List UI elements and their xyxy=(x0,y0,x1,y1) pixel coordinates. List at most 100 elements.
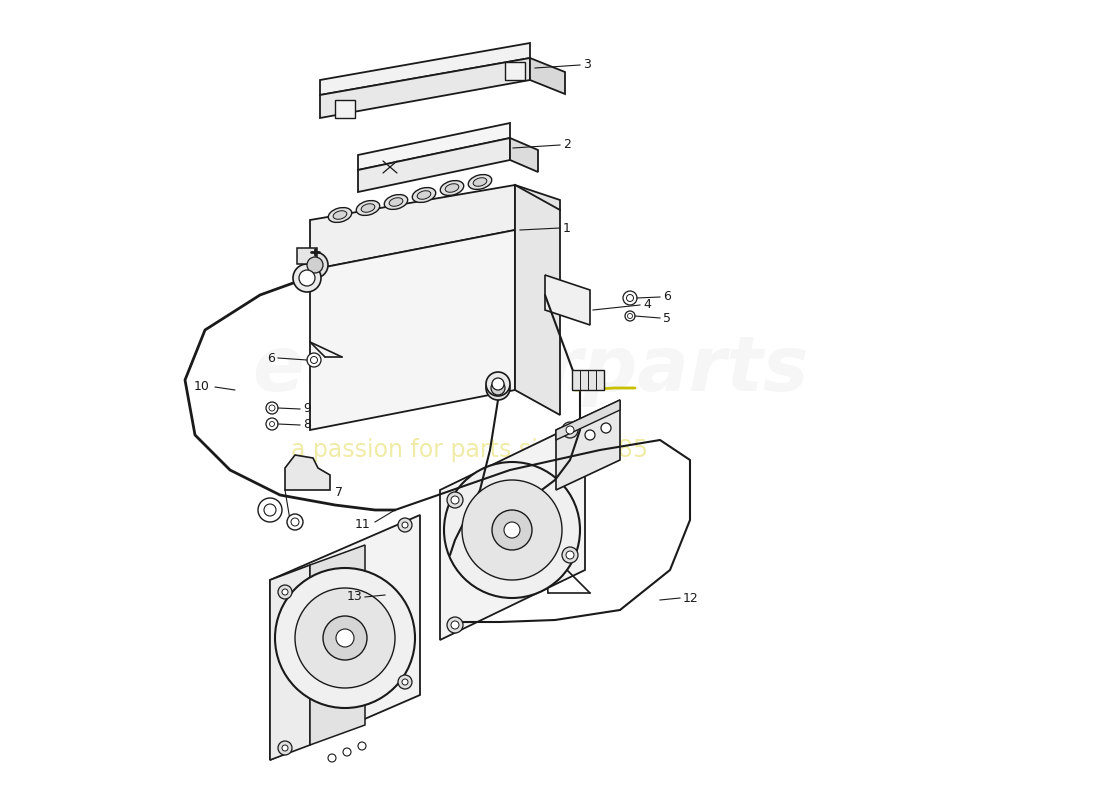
Polygon shape xyxy=(358,123,510,170)
Circle shape xyxy=(292,518,299,526)
Circle shape xyxy=(266,418,278,430)
Circle shape xyxy=(307,257,323,273)
Circle shape xyxy=(328,754,336,762)
Circle shape xyxy=(278,585,292,599)
Text: 4: 4 xyxy=(644,298,651,311)
Circle shape xyxy=(486,376,510,400)
Text: 7: 7 xyxy=(336,486,343,498)
Text: 12: 12 xyxy=(683,591,698,605)
Polygon shape xyxy=(310,230,515,430)
Polygon shape xyxy=(336,100,355,118)
Circle shape xyxy=(462,480,562,580)
Polygon shape xyxy=(544,275,590,325)
Polygon shape xyxy=(510,138,538,172)
Circle shape xyxy=(447,492,463,508)
Circle shape xyxy=(270,405,275,411)
Ellipse shape xyxy=(440,181,464,195)
Circle shape xyxy=(627,294,634,302)
Circle shape xyxy=(451,496,459,504)
Circle shape xyxy=(566,551,574,559)
Polygon shape xyxy=(440,420,585,640)
Text: 8: 8 xyxy=(302,418,311,431)
Circle shape xyxy=(307,353,321,367)
Circle shape xyxy=(258,498,282,522)
Circle shape xyxy=(491,381,505,395)
Circle shape xyxy=(562,422,578,438)
Polygon shape xyxy=(320,43,530,95)
Text: 2: 2 xyxy=(563,138,571,151)
Ellipse shape xyxy=(328,207,352,222)
Polygon shape xyxy=(556,400,620,440)
Circle shape xyxy=(358,742,366,750)
Circle shape xyxy=(585,430,595,440)
Circle shape xyxy=(402,679,408,685)
Circle shape xyxy=(566,426,574,434)
Polygon shape xyxy=(297,248,317,264)
Circle shape xyxy=(343,748,351,756)
Polygon shape xyxy=(515,185,560,210)
Ellipse shape xyxy=(412,187,436,202)
Text: 3: 3 xyxy=(583,58,591,71)
Text: 9: 9 xyxy=(302,402,311,415)
Circle shape xyxy=(287,514,303,530)
Text: 6: 6 xyxy=(663,290,671,303)
Polygon shape xyxy=(358,138,510,192)
Circle shape xyxy=(444,462,580,598)
Text: 13: 13 xyxy=(346,590,362,603)
Text: eurocarparts: eurocarparts xyxy=(252,333,808,407)
Circle shape xyxy=(293,264,321,292)
Circle shape xyxy=(282,589,288,595)
Circle shape xyxy=(398,675,412,689)
Circle shape xyxy=(504,522,520,538)
Ellipse shape xyxy=(389,198,403,206)
Circle shape xyxy=(266,402,278,414)
Circle shape xyxy=(336,629,354,647)
Ellipse shape xyxy=(333,210,346,219)
Circle shape xyxy=(486,372,510,396)
Ellipse shape xyxy=(473,178,487,186)
Polygon shape xyxy=(285,455,330,490)
Circle shape xyxy=(447,617,463,633)
Polygon shape xyxy=(572,370,604,390)
Text: 10: 10 xyxy=(194,381,210,394)
Polygon shape xyxy=(320,58,530,118)
Circle shape xyxy=(310,357,318,363)
Polygon shape xyxy=(530,58,565,94)
Ellipse shape xyxy=(356,201,380,215)
Circle shape xyxy=(270,422,275,426)
Text: 11: 11 xyxy=(354,518,370,531)
Circle shape xyxy=(323,616,367,660)
Ellipse shape xyxy=(446,184,459,192)
Circle shape xyxy=(278,741,292,755)
Polygon shape xyxy=(270,565,310,760)
Circle shape xyxy=(451,621,459,629)
Circle shape xyxy=(264,504,276,516)
Circle shape xyxy=(492,510,532,550)
Circle shape xyxy=(295,588,395,688)
Text: a passion for parts since 1985: a passion for parts since 1985 xyxy=(292,438,649,462)
Ellipse shape xyxy=(469,174,492,190)
Polygon shape xyxy=(515,185,560,415)
Circle shape xyxy=(402,522,408,528)
Circle shape xyxy=(625,311,635,321)
Circle shape xyxy=(299,270,315,286)
Circle shape xyxy=(282,745,288,751)
Circle shape xyxy=(275,568,415,708)
Text: 5: 5 xyxy=(663,311,671,325)
Polygon shape xyxy=(505,62,525,80)
Ellipse shape xyxy=(417,190,431,199)
Polygon shape xyxy=(270,515,420,760)
Circle shape xyxy=(623,291,637,305)
Circle shape xyxy=(601,423,610,433)
Text: 1: 1 xyxy=(563,222,571,234)
Polygon shape xyxy=(310,545,365,745)
Polygon shape xyxy=(556,400,620,490)
Ellipse shape xyxy=(384,194,408,210)
Ellipse shape xyxy=(361,204,375,212)
Text: 6: 6 xyxy=(267,351,275,365)
Circle shape xyxy=(492,378,504,390)
Circle shape xyxy=(562,547,578,563)
Circle shape xyxy=(302,252,328,278)
Circle shape xyxy=(627,314,632,318)
Circle shape xyxy=(398,518,412,532)
